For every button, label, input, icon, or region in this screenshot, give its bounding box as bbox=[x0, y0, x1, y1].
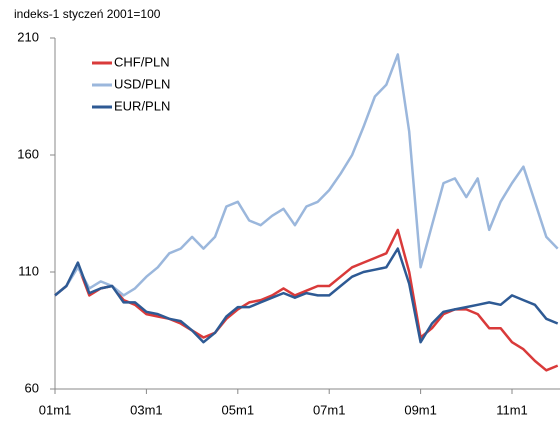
series-line bbox=[54, 228, 559, 372]
x-tick-label: 07m1 bbox=[313, 402, 346, 417]
x-tick-label: 01m1 bbox=[39, 402, 72, 417]
x-tick-label: 11m1 bbox=[496, 402, 528, 417]
series-line bbox=[54, 247, 559, 344]
chart-subtitle: indeks-1 styczeń 2001=100 bbox=[14, 7, 161, 21]
series-line bbox=[54, 53, 559, 297]
y-tick-label: 60 bbox=[25, 380, 39, 395]
x-tick-label: 05m1 bbox=[222, 402, 255, 417]
legend-label: USD/PLN bbox=[114, 76, 170, 91]
y-tick-label: 210 bbox=[17, 29, 39, 44]
legend-label: CHF/PLN bbox=[114, 54, 170, 69]
x-tick-label: 03m1 bbox=[130, 402, 163, 417]
x-tick-label: 09m1 bbox=[404, 402, 437, 417]
legend-label: EUR/PLN bbox=[114, 98, 170, 113]
y-tick-label: 110 bbox=[18, 263, 39, 278]
y-tick-label: 160 bbox=[17, 146, 39, 161]
